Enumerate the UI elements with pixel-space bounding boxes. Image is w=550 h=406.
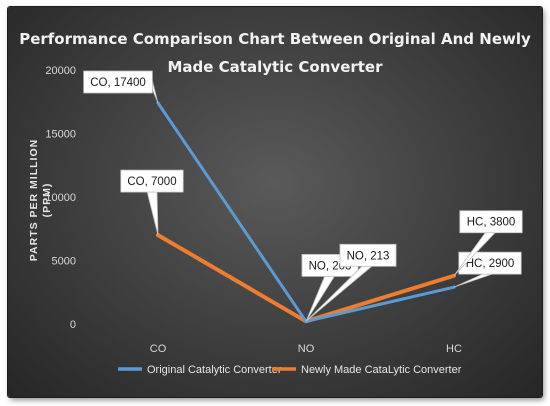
chart-title-line-2: Made Catalytic Converter <box>167 58 383 76</box>
data-label-s1-2: HC, 3800 <box>453 210 523 277</box>
chart-title-line-1: Performance Comparison Chart Between Ori… <box>19 30 531 48</box>
data-label-box <box>339 243 397 267</box>
y-tick-label-3: 15000 <box>45 129 76 141</box>
legend: Original Catalytic Converter Newly Made C… <box>118 364 462 376</box>
legend-label: Original Catalytic Converter <box>147 364 282 376</box>
data-label-s0-0: CO, 17400 <box>83 70 159 104</box>
data-label-box <box>120 169 184 193</box>
x-tick-label-1: NO <box>298 343 315 355</box>
data-label-text: NO, 213 <box>347 250 390 262</box>
data-label-pointer <box>453 272 496 288</box>
data-label-s0-2: HC, 2900 <box>453 251 522 288</box>
y-tick-label-0: 0 <box>70 319 76 331</box>
y-axis-ticks: 0 5000 10000 15000 20000 <box>45 65 76 331</box>
data-label-pointer <box>146 190 159 236</box>
y-tick-label-2: 10000 <box>45 192 76 204</box>
x-tick-label-0: CO <box>150 343 167 355</box>
x-axis-ticks: CO NO HC <box>150 343 462 355</box>
data-label-text: HC, 2900 <box>466 258 515 270</box>
series-lines <box>156 101 456 324</box>
data-label-text: HC, 3800 <box>467 217 516 229</box>
data-label-s1-0: CO, 7000 <box>120 169 184 236</box>
x-tick-label-2: HC <box>446 343 462 355</box>
legend-label: Newly Made CataLytic Converter <box>301 364 462 376</box>
data-label-box <box>459 210 523 234</box>
y-axis-label-line-2: (PPM) <box>41 183 53 218</box>
data-label-box <box>458 251 522 275</box>
y-tick-label-1: 5000 <box>52 256 76 268</box>
data-label-s1-1: NO, 213 <box>305 243 397 322</box>
data-label-text: CO, 7000 <box>127 176 176 188</box>
y-axis-label-line-1: PARTS PER MILLION <box>28 139 40 261</box>
legend-item-1: Newly Made CataLytic Converter <box>272 364 462 376</box>
data-label-text: CO, 17400 <box>90 77 146 89</box>
legend-item-0: Original Catalytic Converter <box>118 364 282 376</box>
series-line-1 <box>156 233 456 324</box>
y-tick-label-4: 20000 <box>45 65 76 77</box>
data-label-box <box>83 70 153 94</box>
